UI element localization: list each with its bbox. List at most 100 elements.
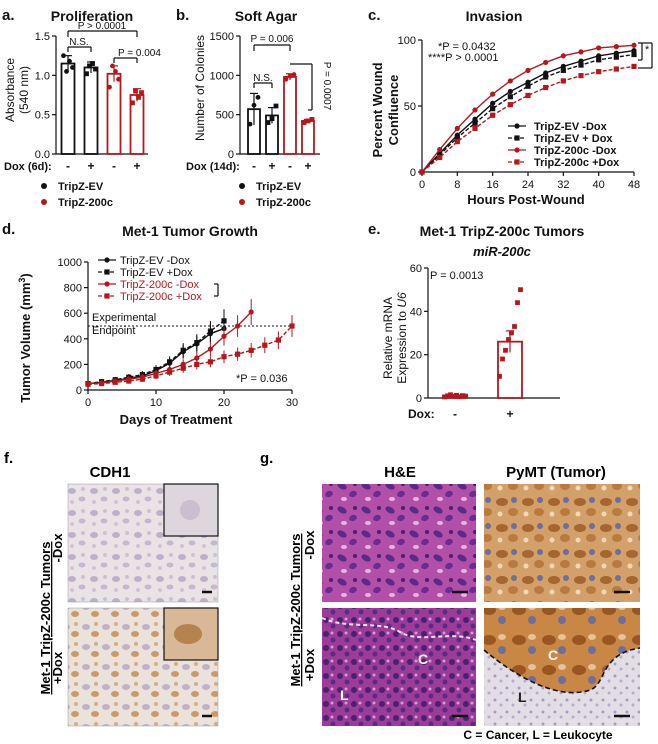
legend-label: TripZ-EV + Dox — [534, 133, 613, 145]
y-tick-label: 0 — [410, 167, 416, 179]
series-point — [180, 365, 186, 371]
panel-b: b. Soft Agar Number of Colonies 0 500 1000 150… — [176, 7, 332, 209]
y-tick-label: 1000 — [58, 257, 82, 269]
data-point — [457, 394, 462, 400]
p-value-annotation: P > 0.0001 — [78, 21, 127, 32]
data-point — [84, 71, 89, 77]
sig-star: * — [645, 44, 650, 56]
dox-sign: + — [304, 159, 311, 173]
series-point — [180, 347, 186, 353]
data-point — [139, 90, 144, 96]
series-point — [221, 333, 227, 339]
he-image-minus-dox — [322, 484, 476, 602]
legend-marker — [514, 123, 520, 129]
data-point — [509, 330, 514, 336]
inset-cell — [174, 624, 202, 644]
y-tick-label: 200 — [64, 359, 82, 371]
legend-label: TripZ-200c — [58, 197, 113, 209]
series-point — [578, 62, 584, 68]
chart-title: Proliferation — [51, 8, 133, 24]
legend-label: TripZ-200c -Dox — [534, 145, 617, 157]
y-axis-label-2-group: Confluence — [386, 75, 401, 146]
data-point — [87, 63, 92, 69]
series-point — [194, 361, 200, 367]
data-point — [463, 393, 468, 399]
data-point — [451, 393, 456, 399]
y-tick-label: 500 — [216, 110, 234, 122]
pymt-leukocyte-label: L — [518, 689, 527, 705]
y-tick-label: 0 — [76, 385, 82, 397]
data-point — [503, 347, 508, 353]
p-value-annotation: P = 0.0013 — [430, 270, 483, 282]
pymt-cancer-label: C — [548, 647, 558, 663]
he-leukocyte-label: L — [340, 687, 349, 703]
dox-sign: + — [506, 407, 513, 421]
data-point — [90, 61, 95, 66]
cdh1-title: CDH1 — [90, 464, 131, 481]
y-tick-label: 60 — [410, 263, 422, 275]
legend-marker — [514, 147, 520, 153]
series-point — [613, 44, 619, 50]
chart-title: Soft Agar — [235, 8, 298, 24]
dox-sign: - — [453, 407, 457, 421]
series-point — [194, 355, 200, 361]
data-point — [454, 393, 459, 398]
data-point — [497, 373, 502, 379]
series-point — [167, 369, 173, 375]
legend-label: TripZ-200c +Dox — [120, 291, 202, 303]
series-point — [437, 146, 443, 153]
chart-title: Met-1 Tumor Growth — [122, 223, 258, 239]
y-tick-label: 1500 — [210, 31, 234, 43]
series-point — [437, 154, 443, 161]
panel-letter-b: b. — [176, 7, 189, 24]
pymt-boundary-line — [483, 647, 641, 694]
dox-sign: - — [288, 159, 292, 173]
series-point — [139, 376, 145, 382]
panel-g: g. H&E PyMT (Tumor) Met-1 TripZ-200c Tum… — [260, 450, 641, 742]
bar — [301, 120, 315, 155]
series-point — [507, 94, 513, 100]
x-tick-label: 32 — [557, 179, 569, 191]
series-point — [543, 84, 549, 91]
series-point — [472, 116, 478, 122]
data-point — [64, 69, 69, 74]
series-point — [596, 53, 602, 59]
legend-label: TripZ-200c +Dox — [534, 157, 620, 169]
data-point — [67, 58, 72, 64]
p-value-annotation: P = 0.006 — [251, 34, 294, 45]
sig-stars-group: **** — [653, 48, 658, 64]
series-point — [437, 152, 443, 158]
x-tick-label: 48 — [628, 179, 640, 191]
y-tick-label: 20 — [410, 350, 422, 362]
y-axis-label-group: Relative mRNA — [381, 297, 395, 379]
series-point — [525, 67, 531, 73]
data-point — [93, 66, 98, 72]
legend-marker — [239, 183, 245, 189]
series-point — [560, 63, 566, 69]
y-axis-label: Tumor Volume (mm3) — [17, 273, 33, 403]
series-point — [613, 50, 619, 56]
y-axis-label: Percent Wound — [370, 62, 385, 157]
data-point — [70, 65, 75, 70]
panel-f: f. CDH1 Met-1 TripZ-200c Tumors -Dox +Do… — [4, 450, 219, 727]
he-cancer-label: C — [418, 651, 428, 667]
series-point — [525, 79, 531, 85]
dox-row-label: Dox (6d): — [4, 161, 52, 173]
panel-a: a. Proliferation Absorbance (540 nm) 0.0 0.5 1… — [2, 7, 161, 209]
panel-letter-c: c. — [368, 7, 381, 24]
data-point — [506, 337, 511, 342]
data-point — [283, 76, 289, 82]
series-line — [87, 325, 293, 385]
p-value-annotation: P = 0.0007 — [321, 62, 332, 111]
y-axis-label: Number of Colonies — [193, 35, 207, 141]
series-point — [454, 135, 460, 141]
panel-c: c. Invasion Percent Wound Confluence 0 50 100 0… — [368, 7, 658, 207]
y-tick-label: 0 — [416, 393, 422, 405]
data-point — [133, 88, 138, 94]
legend-marker — [41, 183, 47, 189]
x-tick-label: 16 — [487, 179, 499, 191]
y-tick-label: 0.0 — [35, 149, 50, 161]
p-value-annotation: *P = 0.0432 — [438, 41, 496, 53]
data-point — [305, 118, 311, 124]
y-axis-label-units: (540 nm) — [17, 66, 31, 114]
